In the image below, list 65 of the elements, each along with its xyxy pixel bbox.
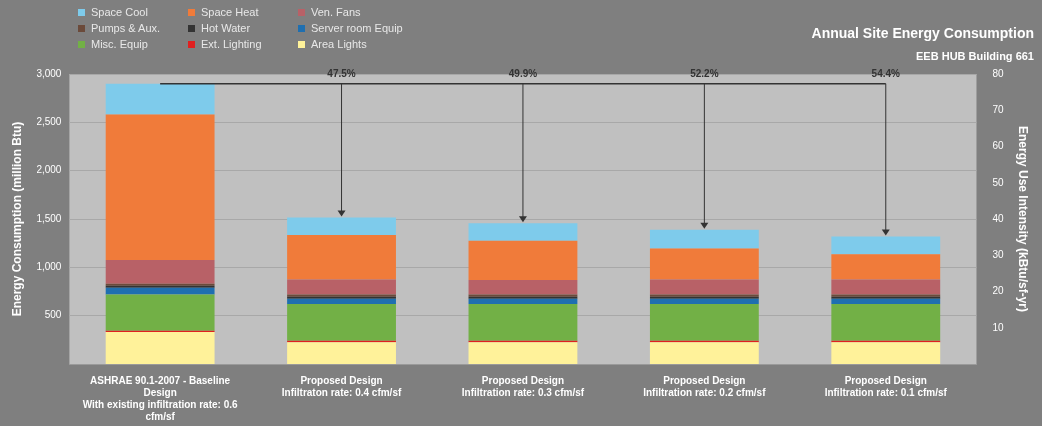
- x-tick-label: Proposed Design Infiltration rate: 0.2 cfm/sf: [643, 374, 767, 398]
- bar: [649, 342, 759, 364]
- y2-axis-title: Energy Use Intensity (kBtu/sf-yr): [1016, 125, 1031, 313]
- y2-tick-label: 40: [992, 212, 1005, 224]
- bar: [468, 342, 578, 364]
- bar: [105, 260, 215, 284]
- bar: [831, 342, 941, 364]
- bar: [468, 223, 578, 241]
- bar: [105, 114, 215, 261]
- bar: [831, 254, 941, 280]
- bar: [831, 236, 941, 255]
- annotation: 49.9%: [508, 68, 538, 80]
- legend-label: Area Lights: [311, 38, 367, 50]
- y2-tick-label: 60: [992, 140, 1005, 152]
- y-tick-label: 500: [44, 309, 62, 321]
- legend-label: Hot Water: [201, 22, 251, 34]
- bar: [649, 229, 759, 249]
- bar: [287, 304, 396, 341]
- bar: [468, 240, 578, 280]
- bar: [831, 298, 941, 305]
- annotation: 52.2%: [690, 68, 719, 80]
- x-tick-label: Proposed Design Infiltration rate: 0.3 cfm/sf: [461, 374, 585, 398]
- bar: [831, 304, 941, 341]
- y2-tick-label: 30: [992, 249, 1005, 260]
- bar: [649, 304, 759, 341]
- chart-subtitle: EEB HUB Building 661: [916, 50, 1034, 63]
- bar: [468, 304, 578, 341]
- annotation: 47.5%: [327, 68, 356, 80]
- annotation: 54.4%: [871, 68, 901, 80]
- legend-label: Space Cool: [91, 6, 148, 18]
- legend-label: Space Heat: [201, 6, 259, 18]
- legend-label: Misc. Equip: [91, 38, 148, 50]
- bar: [468, 298, 578, 305]
- bar: [105, 332, 215, 364]
- y2-tick-label: 20: [992, 285, 1005, 297]
- y2-tick-label: 80: [992, 67, 1005, 79]
- bar: [831, 279, 941, 295]
- bar: [649, 279, 759, 295]
- y-axis-title: Energy Consumption (million Btu): [9, 121, 24, 317]
- x-tick-label: Proposed Design Infiltration rate: 0.1 cfm/sf: [824, 374, 948, 398]
- bar: [105, 294, 215, 331]
- chart-title: Annual Site Energy Consumption: [811, 25, 1034, 42]
- y2-tick-label: 70: [992, 104, 1005, 115]
- y-tick-label: 1,000: [36, 261, 62, 273]
- y-tick-label: 3,000: [36, 67, 62, 79]
- bar: [105, 83, 215, 115]
- legend-label: Ext. Lighting: [201, 38, 262, 50]
- x-tick-label: ASHRAE 90.1-2007 - Baseline Design With existing infiltration rate: 0.6 cfm/sf: [82, 374, 239, 422]
- y2-tick-label: 10: [992, 321, 1005, 333]
- bar: [649, 248, 759, 280]
- x-tick-label: Proposed Design Infiltraton rate: 0.4 cfm/sf: [281, 374, 402, 398]
- y-tick-label: 2,000: [36, 164, 62, 176]
- y-tick-label: 1,500: [36, 212, 62, 224]
- bar: [287, 279, 396, 295]
- bar: [649, 298, 759, 305]
- bar: [287, 298, 396, 305]
- y2-tick-label: 50: [992, 176, 1005, 188]
- bar: [468, 279, 578, 295]
- legend-label: Pumps & Aux.: [91, 22, 161, 34]
- legend-label: Ven. Fans: [311, 6, 361, 18]
- bar: [287, 234, 396, 280]
- y-tick-label: 2,500: [36, 116, 62, 128]
- bar: [287, 342, 396, 364]
- legend-label: Server room Equip: [311, 22, 403, 34]
- bar: [287, 217, 396, 235]
